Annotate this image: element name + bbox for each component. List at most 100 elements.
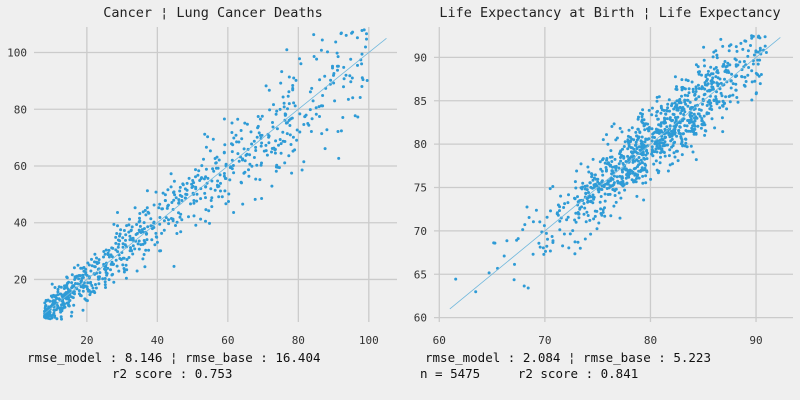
y-tick-label: 20 (14, 273, 27, 286)
data-point (114, 248, 118, 252)
data-point (209, 187, 213, 191)
data-point (73, 278, 77, 281)
data-point (592, 217, 596, 221)
data-point (661, 144, 665, 148)
data-point (254, 145, 258, 149)
data-point (320, 132, 324, 136)
data-point (222, 172, 226, 175)
data-point (167, 222, 171, 226)
data-point (603, 199, 607, 203)
data-point (561, 244, 565, 248)
data-point (70, 281, 74, 285)
data-point (93, 260, 96, 264)
data-point (551, 239, 555, 243)
data-point (314, 106, 318, 110)
data-point (97, 258, 101, 262)
data-point (250, 142, 254, 146)
data-point (212, 169, 216, 173)
data-point (614, 200, 618, 204)
data-point (607, 180, 611, 184)
data-point (194, 187, 198, 191)
data-point (81, 273, 85, 277)
data-point (237, 140, 241, 144)
data-point (538, 220, 542, 224)
data-point (122, 270, 126, 274)
data-point (747, 66, 751, 69)
data-point (719, 91, 723, 95)
data-point (751, 62, 755, 66)
data-point (121, 245, 125, 249)
data-point (162, 228, 166, 232)
y-tick-label: 60 (14, 160, 27, 173)
data-point (681, 132, 685, 136)
data-point (597, 221, 601, 225)
data-point (686, 104, 690, 108)
data-point (758, 82, 762, 86)
data-point (114, 258, 118, 262)
data-point (107, 278, 111, 282)
data-point (751, 34, 755, 38)
data-point (320, 38, 324, 42)
data-point (43, 315, 47, 319)
data-point (558, 209, 561, 213)
data-point (618, 216, 622, 220)
y-tick-label: 80 (414, 138, 427, 151)
data-point (72, 303, 76, 307)
data-point (358, 96, 362, 99)
data-point (653, 142, 657, 146)
data-point (576, 195, 579, 199)
data-point (311, 99, 315, 103)
data-point (216, 179, 220, 183)
data-point (112, 280, 116, 284)
data-point (637, 145, 641, 149)
data-point (204, 167, 208, 171)
data-point (254, 177, 258, 181)
data-point (618, 174, 622, 178)
data-point (215, 155, 219, 159)
data-point (360, 62, 364, 66)
data-point (295, 128, 299, 132)
data-point (62, 303, 66, 307)
data-point (658, 141, 662, 145)
data-point (104, 286, 107, 289)
data-point (118, 239, 122, 243)
data-point (678, 125, 682, 129)
data-point (287, 118, 291, 122)
data-point (708, 102, 712, 106)
data-point (227, 200, 230, 203)
data-point (268, 108, 272, 112)
data-point (339, 32, 343, 36)
data-point (684, 137, 688, 141)
data-point (202, 157, 205, 161)
data-point (133, 247, 137, 251)
data-point (620, 183, 624, 187)
data-point (571, 229, 575, 233)
data-point (680, 78, 684, 82)
data-point (696, 112, 700, 116)
data-point (671, 112, 675, 116)
data-point (184, 196, 187, 200)
data-point (67, 304, 71, 307)
data-point (612, 183, 616, 186)
data-point (179, 212, 183, 216)
data-point (279, 142, 283, 146)
data-point (721, 130, 725, 134)
data-point (131, 244, 135, 248)
data-point (624, 160, 628, 163)
data-point (591, 201, 595, 205)
data-point (696, 124, 700, 128)
data-point (329, 78, 333, 82)
data-point (103, 277, 107, 280)
data-point (678, 97, 682, 101)
data-point (706, 69, 710, 73)
data-point (71, 296, 75, 300)
data-point (123, 268, 126, 272)
data-point (617, 181, 621, 185)
data-point (585, 210, 589, 214)
rmse-caption: rmse_model : 2.084 ¦ rmse_base : 5.223 (425, 350, 711, 365)
data-point (599, 195, 603, 198)
data-point (655, 168, 659, 172)
data-point (170, 201, 174, 204)
data-point (175, 232, 179, 235)
data-point (700, 87, 704, 91)
